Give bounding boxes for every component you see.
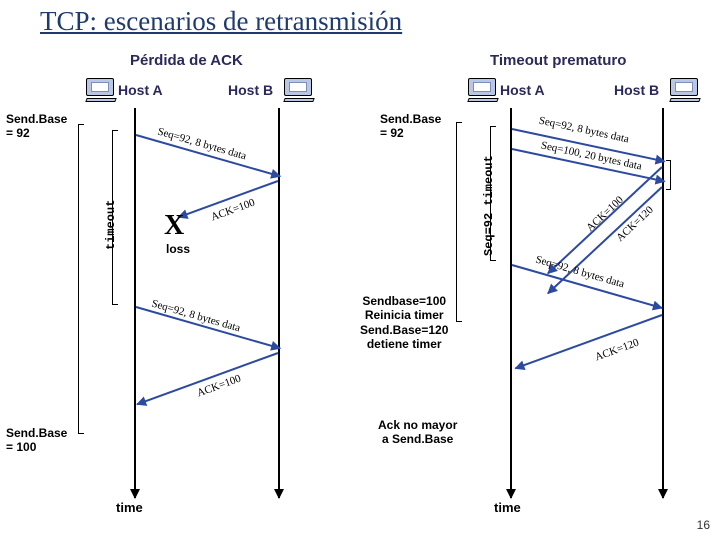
slide-number: 16 bbox=[697, 518, 710, 532]
left-outer-bracket bbox=[78, 124, 84, 434]
left-label-ack100-1: ACK=100 bbox=[209, 197, 256, 224]
right-timeout-label: Seq=92 timeout bbox=[482, 155, 496, 256]
right-outer-bracket bbox=[456, 122, 462, 322]
right-time-label: time bbox=[494, 500, 521, 515]
left-subtitle: Pérdida de ACK bbox=[130, 52, 243, 69]
right-label-ack100: ACK=100 bbox=[584, 194, 626, 234]
left-timeout-label: timeout bbox=[104, 200, 118, 250]
loss-x: X bbox=[164, 210, 184, 242]
timeline-left-b bbox=[278, 108, 280, 498]
host-b-right-icon bbox=[670, 78, 704, 104]
timeline-right-a bbox=[510, 108, 512, 498]
left-label-ack100-2: ACK=100 bbox=[195, 373, 242, 400]
right-arrow-ack120-2 bbox=[515, 314, 662, 369]
left-sendbase-92: Send.Base = 92 bbox=[6, 112, 67, 141]
left-sendbase-100: Send.Base = 100 bbox=[6, 426, 67, 455]
right-note-1: Sendbase=100 Reinicia timer Send.Base=12… bbox=[360, 294, 448, 352]
host-a-left-icon bbox=[86, 78, 120, 104]
host-b-left-label: Host B bbox=[228, 82, 273, 98]
right-small-bracket bbox=[666, 160, 671, 190]
host-b-left-icon bbox=[284, 78, 318, 104]
host-a-right-icon bbox=[468, 78, 502, 104]
right-sendbase-92: Send.Base = 92 bbox=[380, 112, 441, 141]
slide-title: TCP: escenarios de retransmisión bbox=[40, 6, 402, 37]
host-b-right-label: Host B bbox=[614, 82, 659, 98]
host-a-left-label: Host A bbox=[118, 82, 163, 98]
right-label-ack120-2: ACK=120 bbox=[593, 337, 640, 364]
left-time-label: time bbox=[116, 500, 143, 515]
right-note-2: Ack no mayor a Send.Base bbox=[378, 418, 457, 447]
left-arrow-ack100-2 bbox=[137, 352, 279, 405]
right-subtitle: Timeout prematuro bbox=[490, 52, 626, 69]
host-a-right-label: Host A bbox=[500, 82, 545, 98]
timeline-left-a bbox=[134, 108, 136, 498]
loss-label: loss bbox=[166, 242, 190, 256]
